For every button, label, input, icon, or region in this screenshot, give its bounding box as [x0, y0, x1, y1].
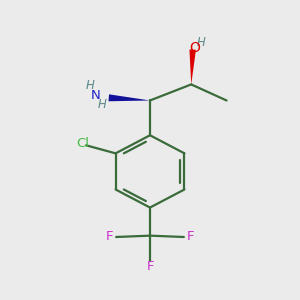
- Text: H: H: [85, 79, 94, 92]
- Text: F: F: [106, 230, 113, 243]
- Text: H: H: [197, 36, 206, 49]
- Polygon shape: [190, 50, 196, 84]
- Polygon shape: [109, 94, 150, 101]
- Text: O: O: [189, 41, 200, 55]
- Text: F: F: [187, 230, 194, 243]
- Text: N: N: [91, 88, 100, 102]
- Text: Cl: Cl: [77, 137, 90, 151]
- Text: F: F: [146, 260, 154, 274]
- Text: H: H: [98, 98, 107, 111]
